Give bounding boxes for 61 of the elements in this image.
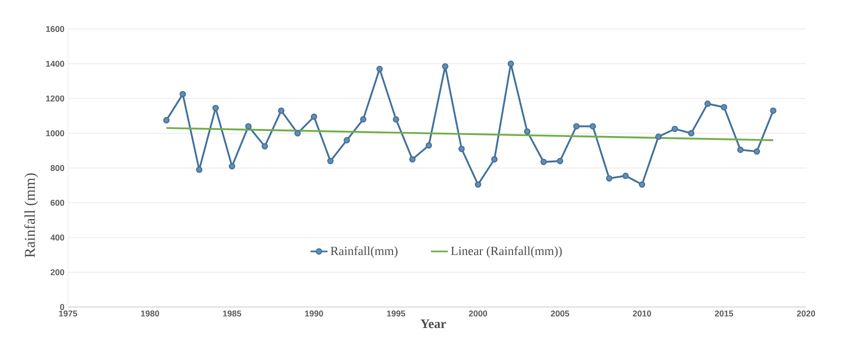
point: [376, 66, 383, 72]
point: [556, 158, 564, 164]
point: [655, 134, 662, 140]
y-tick-label: 1000: [46, 130, 64, 136]
y-axis-title: Rainfall (mm): [24, 173, 38, 258]
point: [540, 158, 547, 166]
y-tick-label: 1600: [46, 26, 64, 32]
point: [573, 123, 580, 130]
point: [704, 100, 711, 107]
point: [212, 104, 219, 112]
y-tick-label: 0: [60, 304, 64, 310]
point: [638, 181, 646, 188]
point: [310, 114, 318, 120]
point: [770, 107, 776, 114]
point: [196, 166, 202, 173]
point: [720, 104, 728, 110]
point: [606, 175, 612, 182]
x-tick-label: 1975: [59, 310, 78, 317]
legend-label: Linear (Rainfall(mm)): [451, 246, 562, 258]
point: [426, 142, 432, 149]
point: [245, 123, 252, 130]
x-tick-label: 2020: [796, 310, 816, 317]
x-axis-title: Year: [420, 320, 446, 328]
point: [458, 146, 465, 152]
point: [228, 163, 236, 170]
point: [524, 128, 530, 135]
point: [474, 181, 482, 188]
point: [672, 126, 678, 132]
point: [262, 143, 268, 150]
point: [163, 117, 170, 124]
point: [688, 130, 694, 136]
point: [491, 156, 498, 162]
point: [344, 137, 350, 144]
point: [622, 172, 629, 180]
point: [508, 60, 514, 67]
legend-label: Rainfall(mm): [330, 246, 398, 258]
point: [442, 63, 448, 70]
point: [754, 148, 760, 155]
point: [737, 146, 744, 153]
y-tick-label: 1200: [46, 96, 64, 102]
point: [180, 90, 186, 98]
point: [409, 156, 416, 162]
y-tick-label: 1400: [46, 60, 64, 67]
x-tick-label: 1990: [305, 310, 324, 317]
x-tick-label: 2000: [468, 310, 488, 317]
y-tick-label: 200: [50, 269, 64, 276]
y-tick-label: 400: [50, 234, 64, 240]
point: [294, 130, 301, 136]
point: [392, 116, 400, 123]
y-tick-label: 800: [50, 165, 64, 171]
point: [278, 107, 284, 114]
point: [360, 116, 366, 123]
y-tick-label: 600: [50, 200, 64, 206]
x-tick-label: 1980: [141, 310, 160, 317]
x-tick-label: 2015: [714, 310, 734, 317]
x-tick-label: 2010: [632, 310, 652, 317]
x-tick-label: 1995: [387, 310, 406, 317]
x-tick-label: 2005: [550, 310, 570, 317]
x-tick-label: 1985: [223, 310, 242, 317]
point: [590, 123, 596, 130]
point: [327, 158, 334, 164]
